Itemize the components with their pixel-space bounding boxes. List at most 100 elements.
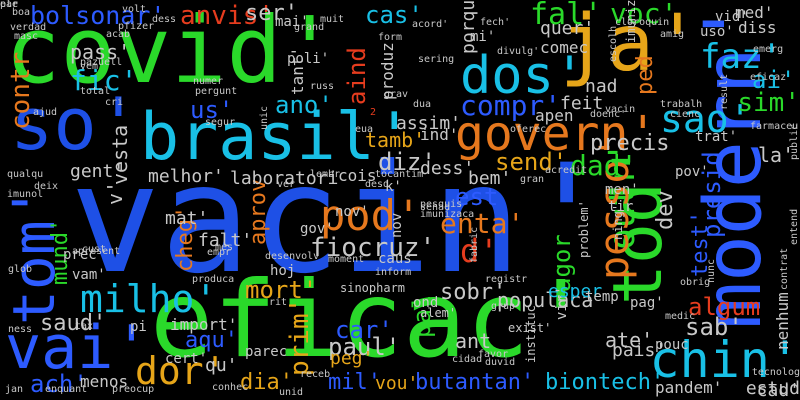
cloud-word: dia'	[240, 370, 293, 395]
cloud-word: vesta	[108, 124, 132, 185]
cloud-word: sim'	[737, 88, 800, 118]
cloud-word: comec	[540, 38, 589, 57]
cloud-word: eficac'	[150, 259, 593, 381]
cloud-word: gran	[520, 174, 545, 185]
cloud-word: mil'	[328, 370, 381, 395]
cloud-word: tocantim	[375, 169, 424, 180]
cloud-word: divulg'	[497, 46, 540, 57]
cloud-word: parec	[245, 344, 288, 360]
cloud-word: diss	[738, 18, 777, 37]
cloud-word: acredit	[545, 165, 588, 176]
cloud-word: assim'	[396, 113, 462, 134]
cloud-word: cloroquin	[615, 17, 670, 28]
cloud-word: pov'	[675, 164, 709, 180]
cloud-word: sao'	[660, 97, 752, 141]
cloud-word: bolsonar'	[30, 1, 166, 30]
cloud-word: registr	[485, 274, 528, 285]
cloud-word: fal'	[530, 0, 603, 32]
cloud-word: falt'	[198, 230, 253, 251]
cloud-word: dua	[413, 99, 432, 110]
cloud-word: boa	[12, 7, 31, 18]
cloud-word: gov'	[300, 221, 334, 237]
cloud-word: cidad	[452, 354, 483, 365]
cloud-word: bem'	[468, 168, 512, 189]
cloud-word: sobr'	[440, 280, 507, 305]
cloud-word: result	[719, 73, 730, 110]
cloud-word: ness	[8, 324, 33, 335]
cloud-word: produca	[192, 274, 235, 285]
cloud-word: dos'	[460, 46, 586, 106]
cloud-word: est	[455, 183, 499, 211]
cloud-word: paul'	[328, 333, 401, 361]
cloud-word: feit	[560, 93, 604, 114]
cloud-word: vacin'	[70, 133, 612, 307]
cloud-word: mes	[215, 242, 234, 253]
cloud-word: tamb'	[365, 128, 426, 152]
cloud-word: diz'	[378, 148, 436, 176]
cloud-word: compr'	[460, 89, 562, 122]
cloud-word: ond	[413, 295, 439, 311]
cloud-word: vacin	[605, 104, 636, 115]
cloud-word: qu'	[205, 355, 238, 376]
cloud-word: quer'	[540, 18, 595, 39]
cloud-word: cas'	[365, 1, 423, 29]
cloud-word: unid	[279, 387, 304, 398]
cloud-word: 2	[370, 107, 377, 118]
cloud-word: cois	[338, 166, 377, 185]
cloud-word: qualqu	[7, 169, 44, 180]
cloud-word: glob	[8, 264, 33, 275]
cloud-word: send'	[495, 148, 568, 176]
cloud-word: voc'	[610, 0, 678, 30]
cloud-word: desenvolv	[265, 251, 320, 262]
cloud-word: aind	[343, 47, 371, 105]
cloud-word: k'	[385, 179, 402, 195]
cloud-word: acord'	[412, 19, 449, 30]
cloud-word: emerg	[753, 44, 784, 55]
cloud-word: eficaz	[750, 72, 787, 83]
cloud-word: pfizer	[118, 21, 155, 32]
cloud-word: eua	[355, 124, 374, 135]
cloud-word: milho'	[80, 277, 218, 321]
cloud-word: masc	[14, 31, 39, 42]
cloud-word: ate'	[605, 328, 654, 352]
cloud-word: pi	[130, 319, 147, 335]
cloud-word: ano'	[275, 91, 333, 119]
cloud-word: vou'	[375, 373, 419, 394]
cloud-word: grup	[491, 301, 516, 312]
cloud-word: precis	[590, 131, 670, 156]
cloud-word: hoj	[270, 263, 296, 279]
cloud-word: dev	[653, 190, 678, 230]
cloud-word: empr	[207, 247, 232, 258]
cloud-word: amig	[660, 29, 685, 40]
cloud-word: pais'	[612, 340, 667, 361]
cloud-word: deix	[34, 181, 59, 192]
cloud-word: ai'	[752, 66, 796, 94]
cloud-word: tant'	[288, 46, 307, 95]
cloud-word: anvis'	[180, 1, 274, 31]
cloud-word: ele	[0, 0, 19, 10]
cloud-word: senad	[420, 202, 451, 213]
cloud-word: mat'	[165, 208, 209, 229]
cloud-word: nov	[389, 212, 405, 238]
cloud-word: covid'	[5, 0, 338, 104]
cloud-word: vam'	[72, 267, 106, 283]
cloud-word: faz'	[700, 37, 782, 77]
cloud-word: ajud	[33, 107, 58, 118]
cloud-word: cri	[105, 97, 124, 108]
cloud-word: farmaceu	[750, 121, 799, 132]
cloud-word: medic	[665, 311, 696, 322]
cloud-word: estud	[745, 378, 800, 399]
cloud-word: mi'	[470, 29, 496, 45]
cloud-word: prec	[63, 247, 97, 263]
cloud-word: ind'	[420, 125, 459, 144]
cloud-word: russ	[310, 81, 335, 92]
cloud-word: fech'	[480, 17, 511, 28]
cloud-word: vem	[80, 61, 99, 72]
cloud-word: trat'	[695, 129, 738, 145]
cloud-word: oferec	[510, 124, 547, 135]
cloud-word: rit	[269, 297, 288, 308]
cloud-word: nunc	[706, 258, 717, 283]
cloud-word: ver	[277, 179, 296, 190]
cloud-word: menos	[80, 372, 129, 391]
cloud-word: govern'	[455, 106, 658, 162]
